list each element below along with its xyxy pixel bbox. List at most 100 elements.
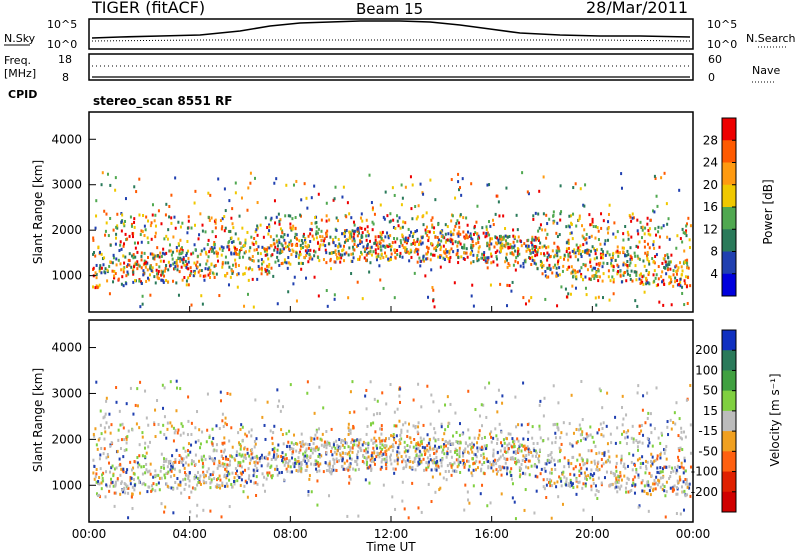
- velocity-panel-frame: [88, 319, 694, 523]
- scatter-cell: [429, 458, 432, 462]
- scatter-cell: [369, 246, 372, 250]
- scatter-cell: [586, 268, 589, 272]
- scatter-cell: [379, 241, 382, 245]
- noise-search-line: [91, 39, 691, 42]
- scatter-cell: [256, 224, 259, 228]
- scatter-cell: [117, 258, 120, 262]
- scatter-cell: [466, 236, 469, 240]
- scatter-cell: [370, 438, 373, 442]
- scatter-cell: [526, 244, 529, 248]
- scatter-cell: [296, 460, 299, 464]
- scatter-cell: [572, 467, 575, 471]
- scatter-cell: [442, 443, 445, 447]
- scatter-cell: [298, 250, 301, 254]
- scatter-cell: [457, 234, 460, 238]
- scatter-cell: [557, 495, 560, 499]
- scatter-cell: [341, 253, 344, 257]
- scatter-cell: [659, 470, 662, 474]
- scatter-cell: [684, 469, 687, 473]
- scatter-cell: [682, 231, 685, 235]
- scatter-cell: [620, 186, 623, 190]
- scatter-cell: [173, 261, 176, 265]
- scatter-cell: [515, 256, 518, 260]
- scatter-cell: [477, 258, 480, 262]
- scatter-cell: [374, 251, 377, 255]
- scatter-cell: [527, 459, 530, 463]
- scatter-cell: [300, 432, 303, 436]
- scatter-cell: [527, 247, 530, 251]
- scatter-cell: [376, 399, 379, 403]
- scatter-cell: [537, 229, 540, 233]
- scatter-cell: [181, 459, 184, 463]
- scatter-cell: [357, 467, 360, 471]
- scatter-cell: [379, 442, 382, 446]
- scatter-cell: [647, 260, 650, 264]
- scatter-cell: [160, 278, 163, 282]
- scatter-cell: [268, 262, 271, 266]
- scatter-cell: [167, 460, 170, 464]
- scatter-cell: [578, 463, 581, 467]
- scatter-cell: [302, 454, 305, 458]
- scatter-cell: [328, 466, 331, 470]
- nave-label: Nave: [752, 64, 780, 77]
- scatter-cell: [372, 458, 375, 462]
- scatter-cell: [652, 260, 655, 264]
- y-tick-label: 1000: [51, 269, 82, 283]
- scatter-cell: [534, 474, 537, 478]
- scatter-cell: [520, 449, 523, 453]
- scatter-cell: [401, 499, 404, 503]
- scatter-cell: [558, 475, 561, 479]
- scatter-cell: [547, 454, 550, 458]
- scatter-cell: [94, 254, 97, 258]
- scatter-cell: [507, 432, 510, 436]
- scatter-cell: [281, 231, 284, 235]
- scatter-cell: [126, 435, 129, 439]
- scatter-cell: [431, 475, 434, 479]
- scatter-cell: [504, 234, 507, 238]
- scatter-cell: [307, 234, 310, 238]
- scatter-cell: [627, 253, 630, 257]
- scatter-cell: [492, 454, 495, 458]
- scatter-cell: [443, 258, 446, 262]
- scatter-cell: [394, 467, 397, 471]
- scatter-cell: [448, 260, 451, 264]
- scatter-cell: [416, 215, 419, 219]
- scatter-cell: [620, 478, 623, 482]
- scatter-cell: [677, 447, 680, 451]
- scatter-cell: [208, 436, 211, 440]
- scatter-cell: [450, 473, 453, 477]
- scatter-cell: [348, 233, 351, 237]
- scatter-cell: [399, 387, 402, 391]
- scatter-cell: [104, 412, 107, 416]
- scatter-cell: [347, 296, 350, 300]
- scatter-cell: [201, 430, 204, 434]
- scatter-cell: [455, 253, 458, 257]
- scatter-cell: [406, 250, 409, 254]
- scatter-cell: [603, 453, 606, 457]
- scatter-cell: [365, 238, 368, 242]
- scatter-cell: [659, 456, 662, 460]
- scatter-cell: [365, 462, 368, 466]
- scatter-cell: [544, 462, 547, 466]
- scatter-cell: [579, 252, 582, 256]
- scatter-cell: [492, 223, 495, 227]
- scatter-cell: [143, 251, 146, 255]
- scatter-cell: [234, 262, 237, 266]
- scatter-cell: [115, 400, 118, 404]
- scatter-cell: [630, 219, 633, 223]
- scatter-cell: [193, 271, 196, 275]
- scatter-cell: [548, 478, 551, 482]
- scatter-cell: [176, 431, 179, 435]
- scatter-cell: [414, 424, 417, 428]
- scatter-cell: [246, 292, 249, 296]
- scatter-cell: [550, 460, 553, 464]
- scatter-cell: [335, 439, 338, 443]
- scatter-cell: [565, 480, 568, 484]
- scatter-cell: [163, 433, 166, 437]
- scatter-cell: [561, 472, 564, 476]
- scatter-cell: [294, 243, 297, 247]
- scatter-cell: [287, 290, 290, 294]
- scatter-cell: [419, 239, 422, 243]
- scatter-cell: [207, 215, 210, 219]
- scatter-cell: [340, 441, 343, 445]
